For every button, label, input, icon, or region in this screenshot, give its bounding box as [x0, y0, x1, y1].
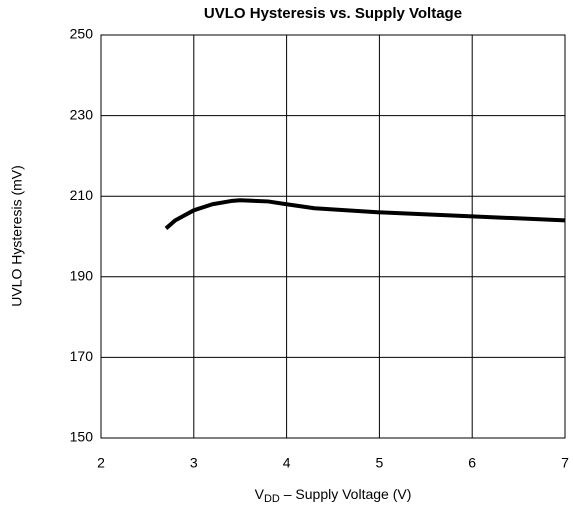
- x-tick-label: 3: [190, 455, 198, 471]
- x-label-main: V: [255, 486, 265, 502]
- x-tick-label: 2: [97, 455, 105, 471]
- chart-title: UVLO Hysteresis vs. Supply Voltage: [204, 5, 462, 22]
- y-tick-label: 210: [70, 187, 94, 203]
- y-tick-label: 150: [70, 429, 94, 445]
- data-line: [164, 198, 566, 230]
- y-tick-label: 250: [70, 26, 94, 42]
- y-tick-label: 230: [70, 106, 94, 122]
- x-tick-label: 7: [561, 455, 569, 471]
- y-axis-label: UVLO Hysteresis (mV): [9, 165, 25, 307]
- y-tick-label: 170: [70, 348, 94, 364]
- x-tick-label: 5: [376, 455, 384, 471]
- x-tick-label: 4: [283, 455, 291, 471]
- x-tick-label: 6: [468, 455, 476, 471]
- x-label-rest: – Supply Voltage (V): [280, 486, 412, 502]
- plot-frame: [100, 34, 566, 439]
- x-axis-label: VDD – Supply Voltage (V): [255, 486, 412, 505]
- x-label-sub: DD: [264, 493, 280, 505]
- y-tick-label: 190: [70, 268, 94, 284]
